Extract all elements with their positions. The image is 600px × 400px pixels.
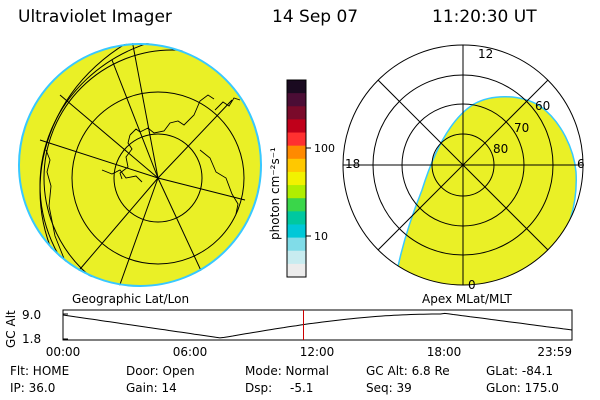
colorbar-segment <box>287 263 306 278</box>
mlat-label-80: 80 <box>493 142 508 156</box>
status-glat: GLat: -84.1 <box>486 364 553 378</box>
colorbar-segment <box>287 93 306 107</box>
colorbar-segment <box>287 211 306 225</box>
x-tick-label-1800: 18:00 <box>427 345 462 359</box>
colorbar-units-label: photon cm⁻²s⁻¹ <box>268 147 282 240</box>
colorbar-frame <box>286 79 307 278</box>
y-tick-label-1.8: 1.8 <box>22 332 41 346</box>
colorbar-segment <box>287 106 306 120</box>
colorbar-tick-label-100: 100 <box>314 142 335 155</box>
status-flt: Flt: HOME <box>10 364 70 378</box>
status-glon: GLon: 175.0 <box>486 381 559 395</box>
colorbar-segment <box>287 185 306 199</box>
status-ip: IP: 36.0 <box>10 381 56 395</box>
colorbar-segment <box>287 224 306 239</box>
colorbar-segment <box>287 171 306 186</box>
colorbar <box>287 80 306 278</box>
mlt-label-0: 0 <box>468 278 476 292</box>
status-dsp-label: Dsp: <box>245 381 273 395</box>
colorbar-tick-label-10: 10 <box>314 230 328 243</box>
mlt-label-6: 6 <box>577 157 585 171</box>
map-edge <box>18 43 262 287</box>
apex-polar-plot: 12 6 18 0 60 70 80 <box>342 44 585 292</box>
mlt-label-12: 12 <box>478 47 493 61</box>
altitude-plot-frame <box>62 309 573 341</box>
colorbar-segment <box>287 80 306 94</box>
colorbar-segment <box>287 158 306 173</box>
x-tick-label-0000: 00:00 <box>46 345 81 359</box>
altitude-plot: 9.0 1.8 GC Alt 00:00 06:00 12:00 18:00 2… <box>4 308 573 359</box>
polar-grid <box>342 44 584 286</box>
status-door: Door: Open <box>126 364 195 378</box>
instrument-title: Ultraviolet Imager <box>18 7 172 27</box>
colorbar-segment <box>287 250 306 265</box>
altitude-ylabel: GC Alt <box>4 310 18 348</box>
status-seq: Seq: 39 <box>366 381 412 395</box>
x-tick-label-0600: 06:00 <box>173 345 208 359</box>
colorbar-segment <box>287 145 306 160</box>
right-map-caption: Apex MLat/MLT <box>422 292 512 306</box>
altitude-curve <box>62 312 573 339</box>
colorbar-segment <box>287 198 306 212</box>
status-dsp-value: -5.1 <box>290 381 314 395</box>
x-tick-label-1200: 12:00 <box>300 345 335 359</box>
y-tick-label-9: 9.0 <box>22 308 41 322</box>
status-gc-alt: GC Alt: 6.8 Re <box>366 364 450 378</box>
status-gain: Gain: 14 <box>126 381 177 395</box>
geographic-map <box>18 43 262 287</box>
date-label: 14 Sep 07 <box>272 7 359 27</box>
auroral-emission-region <box>19 44 261 286</box>
time-label: 11:20:30 UT <box>432 7 537 27</box>
left-map-caption: Geographic Lat/Lon <box>72 292 189 306</box>
status-mode: Mode: Normal <box>245 364 329 378</box>
colorbar-segment <box>287 237 306 252</box>
x-tick-label-2359: 23:59 <box>537 345 572 359</box>
mlt-label-18: 18 <box>345 157 360 171</box>
colorbar-segment <box>287 119 306 134</box>
mlat-label-70: 70 <box>514 121 529 135</box>
mlat-label-60: 60 <box>535 99 550 113</box>
colorbar-segment <box>287 132 306 147</box>
coastline <box>45 94 241 287</box>
